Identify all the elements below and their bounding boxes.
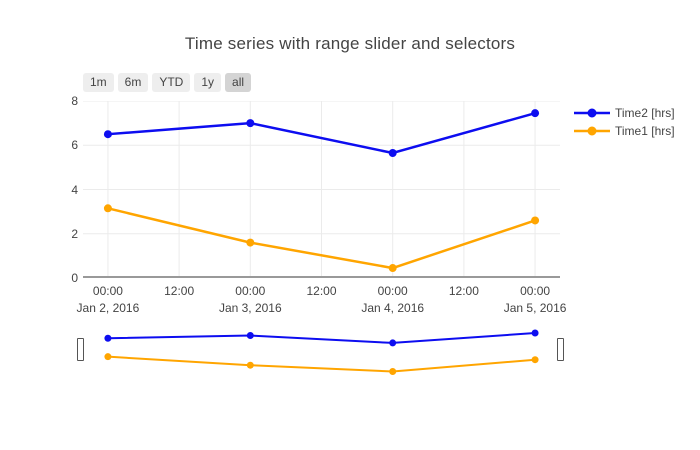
y-tick-label: 8 bbox=[71, 94, 78, 108]
rangeslider-right-handle[interactable] bbox=[557, 338, 564, 361]
range-button-ytd[interactable]: YTD bbox=[152, 73, 191, 92]
range-slider-mini-chart bbox=[104, 329, 539, 376]
y-tick-label: 2 bbox=[71, 226, 78, 241]
legend-label: Time2 [hrs] bbox=[615, 106, 675, 120]
x-tick-label: 00:00 bbox=[520, 284, 551, 298]
x-tick-label: 00:00 bbox=[377, 284, 408, 298]
x-date-label: Jan 4, 2016 bbox=[361, 301, 425, 315]
x-date-label: Jan 2, 2016 bbox=[76, 301, 140, 315]
y-tick-label: 0 bbox=[71, 271, 78, 285]
legend-item-time1[interactable]: Time1 [hrs] bbox=[574, 122, 675, 140]
x-date-label: Jan 5, 2016 bbox=[503, 301, 567, 315]
legend-item-time2[interactable]: Time2 [hrs] bbox=[574, 104, 675, 122]
x-tick-label: 12:00 bbox=[164, 284, 195, 298]
y-tick-label: 4 bbox=[71, 182, 78, 197]
range-slider[interactable] bbox=[83, 322, 560, 384]
range-selector: 1m 6m YTD 1y all bbox=[83, 73, 252, 92]
legend-label: Time1 [hrs] bbox=[615, 124, 675, 138]
legend-line-sample-icon bbox=[574, 126, 610, 136]
plot-area[interactable] bbox=[83, 100, 560, 278]
x-tick-label: 00:00 bbox=[92, 284, 123, 298]
range-button-1y[interactable]: 1y bbox=[194, 73, 222, 92]
chart-title: Time series with range slider and select… bbox=[184, 34, 516, 53]
legend: Time2 [hrs] Time1 [hrs] bbox=[574, 104, 675, 140]
x-tick-label: 12:00 bbox=[448, 284, 479, 298]
range-button-all[interactable]: all bbox=[225, 73, 252, 92]
x-tick-label: 00:00 bbox=[235, 284, 266, 298]
x-date-label: Jan 3, 2016 bbox=[218, 301, 282, 315]
range-button-6m[interactable]: 6m bbox=[117, 73, 149, 92]
legend-line-sample-icon bbox=[574, 108, 610, 118]
y-tick-label: 6 bbox=[71, 138, 78, 153]
main-plot-svg bbox=[83, 100, 560, 278]
range-button-1m[interactable]: 1m bbox=[83, 73, 114, 92]
rangeslider-left-handle[interactable] bbox=[77, 338, 84, 361]
x-tick-label: 12:00 bbox=[306, 284, 337, 298]
